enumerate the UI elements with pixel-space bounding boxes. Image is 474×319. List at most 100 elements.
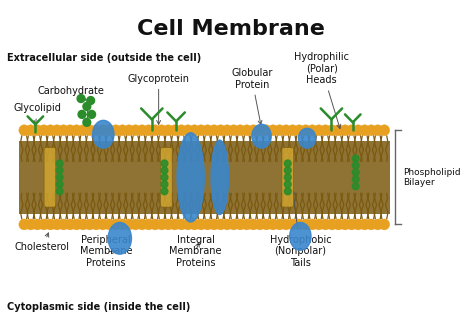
Circle shape [117,219,128,230]
Circle shape [268,219,278,230]
Text: Globular
Protein: Globular Protein [231,68,273,124]
Circle shape [284,167,291,174]
Circle shape [346,219,357,230]
Circle shape [143,125,154,136]
Circle shape [71,219,82,230]
Circle shape [320,219,331,230]
Circle shape [56,167,63,174]
Text: Integral
Membrane
Proteins: Integral Membrane Proteins [169,234,222,268]
Ellipse shape [108,222,131,254]
Circle shape [161,167,168,174]
Text: Glycolipid: Glycolipid [13,103,61,124]
Circle shape [261,219,272,230]
Circle shape [91,125,101,136]
Circle shape [284,174,291,181]
Circle shape [19,125,29,136]
Circle shape [222,125,233,136]
Circle shape [327,125,337,136]
Circle shape [91,219,101,230]
Circle shape [143,219,154,230]
FancyBboxPatch shape [44,148,56,207]
Circle shape [84,219,95,230]
Circle shape [373,125,383,136]
Circle shape [189,219,200,230]
Ellipse shape [252,124,271,148]
Circle shape [38,219,49,230]
Text: Cytoplasmic side (inside the cell): Cytoplasmic side (inside the cell) [7,302,191,312]
Circle shape [202,125,213,136]
Circle shape [182,125,193,136]
Circle shape [26,125,36,136]
Circle shape [88,110,96,118]
Circle shape [301,219,311,230]
Circle shape [346,125,357,136]
Circle shape [83,118,91,126]
Circle shape [359,125,370,136]
Circle shape [196,219,206,230]
Circle shape [176,125,187,136]
Ellipse shape [211,140,228,214]
Circle shape [307,219,318,230]
Circle shape [320,125,331,136]
Circle shape [84,125,95,136]
Circle shape [379,125,390,136]
Circle shape [98,219,108,230]
Circle shape [215,125,226,136]
Circle shape [241,219,252,230]
Circle shape [379,219,390,230]
Circle shape [124,219,134,230]
Text: Cholesterol: Cholesterol [15,233,70,252]
Circle shape [333,219,344,230]
Circle shape [373,219,383,230]
Circle shape [189,125,200,136]
Circle shape [284,160,291,167]
Circle shape [161,188,168,195]
Circle shape [222,219,233,230]
Circle shape [241,125,252,136]
Circle shape [161,174,168,181]
Circle shape [56,181,63,188]
Circle shape [307,125,318,136]
Ellipse shape [299,128,316,148]
Circle shape [19,219,29,230]
Circle shape [281,125,292,136]
FancyBboxPatch shape [161,148,172,207]
Circle shape [130,219,141,230]
Circle shape [255,125,265,136]
Circle shape [156,219,167,230]
Circle shape [359,219,370,230]
Circle shape [235,219,246,230]
Circle shape [83,102,91,110]
Circle shape [235,125,246,136]
Circle shape [78,110,86,118]
Text: Carbohydrate: Carbohydrate [38,85,105,100]
Circle shape [163,125,173,136]
Circle shape [327,219,337,230]
Circle shape [117,125,128,136]
Text: Glycoprotein: Glycoprotein [128,74,190,124]
Circle shape [228,219,239,230]
Text: Hydrophilic
(Polar)
Heads: Hydrophilic (Polar) Heads [294,52,349,129]
Circle shape [268,125,278,136]
Circle shape [313,125,324,136]
Circle shape [284,181,291,188]
Circle shape [56,188,63,195]
Circle shape [352,176,359,183]
Circle shape [294,125,304,136]
Circle shape [366,125,376,136]
Circle shape [71,125,82,136]
Circle shape [176,219,187,230]
Circle shape [32,219,43,230]
Circle shape [87,97,95,105]
Circle shape [150,125,161,136]
Circle shape [284,188,291,195]
Circle shape [52,219,62,230]
Circle shape [209,125,219,136]
Circle shape [366,219,376,230]
Circle shape [78,219,89,230]
Text: Hydrophobic
(Nonpolar)
Tails: Hydrophobic (Nonpolar) Tails [270,191,331,268]
Circle shape [32,125,43,136]
Circle shape [333,125,344,136]
Circle shape [98,125,108,136]
Circle shape [352,169,359,176]
